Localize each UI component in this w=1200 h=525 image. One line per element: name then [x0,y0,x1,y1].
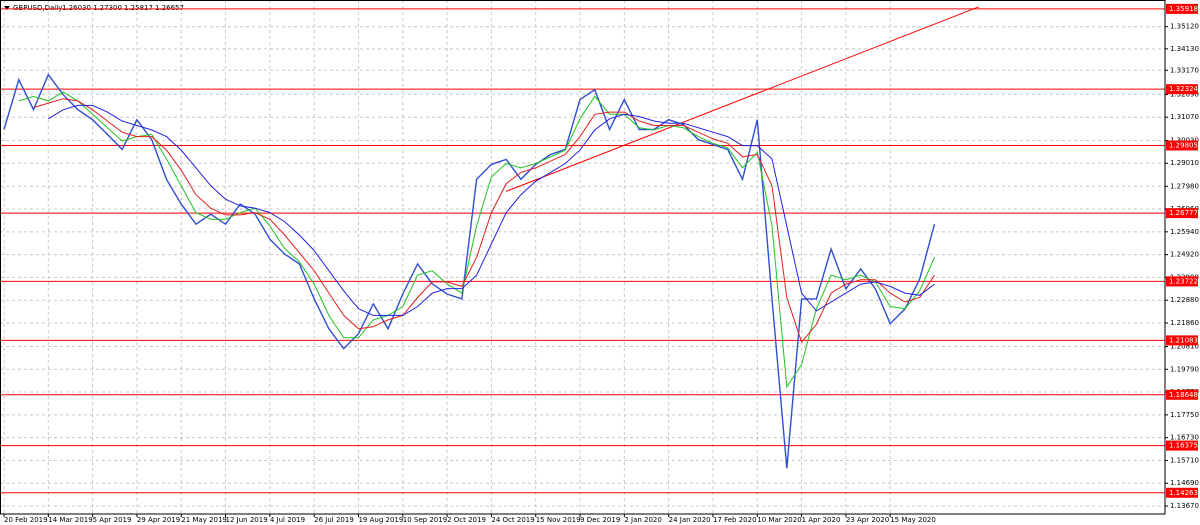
ohlc-value: 1.25817 [124,4,153,12]
x-tick-label: 24 Jan 2020 [669,516,711,524]
y-tick-label: 1.13670 [1170,502,1199,510]
level-tag [1166,335,1198,346]
chart-title: GBPUSD,Daily [13,4,62,12]
level-tag-label: 1.23722 [1169,277,1198,285]
level-tag [1166,140,1198,151]
y-tick-label: 1.17750 [1170,411,1199,419]
x-tick-label: 10 Sep 2019 [403,516,447,524]
x-tick-label: 29 Apr 2019 [137,516,180,524]
y-tick-label: 1.24920 [1170,251,1199,259]
trendline [505,6,980,192]
level-tag [1166,440,1198,451]
y-tick-label: 1.31070 [1170,113,1199,121]
level-tag-label: 1.26777 [1169,209,1198,217]
level-tag [1166,276,1198,287]
header-arrow [4,6,10,10]
x-tick-label: 24 Oct 2019 [491,516,534,524]
y-tick-label: 1.25940 [1170,228,1199,236]
x-tick-label: 5 Apr 2019 [93,516,132,524]
y-tick-label: 1.22880 [1170,296,1199,304]
x-tick-label: 4 Jul 2019 [270,516,305,524]
plot-frame [0,0,1166,515]
moving-average [18,91,935,389]
level-tag-label: 1.35918 [1169,5,1198,13]
x-tick-label: 2 Oct 2019 [447,516,486,524]
ohlc-value: 1.26657 [155,4,184,12]
level-tag-label: 1.16375 [1169,442,1198,450]
x-tick-label: 10 Mar 2020 [757,516,801,524]
level-tag [1166,389,1198,400]
y-tick-label: 1.29010 [1170,159,1199,167]
moving-average [33,98,935,344]
moving-average [48,104,935,316]
y-tick-label: 1.14690 [1170,479,1199,487]
x-tick-label: 1 Apr 2020 [802,516,841,524]
x-tick-label: 15 Nov 2019 [536,516,581,524]
level-tag [1166,487,1198,498]
y-tick-label: 1.34130 [1170,45,1199,53]
level-tag-label: 1.21083 [1169,336,1198,344]
ohlc-value: 1.26030 [62,4,91,12]
x-tick-label: 17 Feb 2020 [713,516,757,524]
y-tick-label: 1.16730 [1170,434,1199,442]
y-tick-label: 1.33170 [1170,66,1199,74]
x-tick-label: 2 Jan 2020 [624,516,662,524]
level-tag [1166,84,1198,95]
price-line [3,73,936,469]
y-tick-label: 1.35120 [1170,23,1199,31]
x-tick-label: 20 Feb 2019 [4,516,48,524]
level-tag-label: 1.18648 [1169,391,1198,399]
y-tick-label: 1.30030 [1170,136,1199,144]
y-tick-label: 1.15710 [1170,456,1199,464]
x-tick-label: 23 Apr 2020 [846,516,889,524]
x-tick-label: 19 Aug 2019 [358,516,403,524]
y-tick-label: 1.20810 [1170,342,1199,350]
x-tick-label: 12 Jun 2019 [226,516,268,524]
ohlc-value: 1.27300 [93,4,122,12]
y-tick-label: 1.27980 [1170,182,1199,190]
y-tick-label: 1.19790 [1170,365,1199,373]
x-tick-label: 26 Jul 2019 [314,516,354,524]
level-tag-label: 1.32324 [1169,85,1198,93]
x-tick-label: 14 Mar 2019 [48,516,92,524]
level-tag [1166,3,1198,14]
y-tick-label: 1.21860 [1170,319,1199,327]
x-tick-label: 9 Dec 2019 [580,516,620,524]
level-tag-label: 1.14263 [1169,489,1198,497]
level-tag-label: 1.29805 [1169,141,1198,149]
x-tick-label: 15 May 2020 [890,516,936,524]
y-tick-label: 1.32090 [1170,90,1199,98]
level-tag [1166,208,1198,219]
x-tick-label: 21 May 2019 [181,516,227,524]
